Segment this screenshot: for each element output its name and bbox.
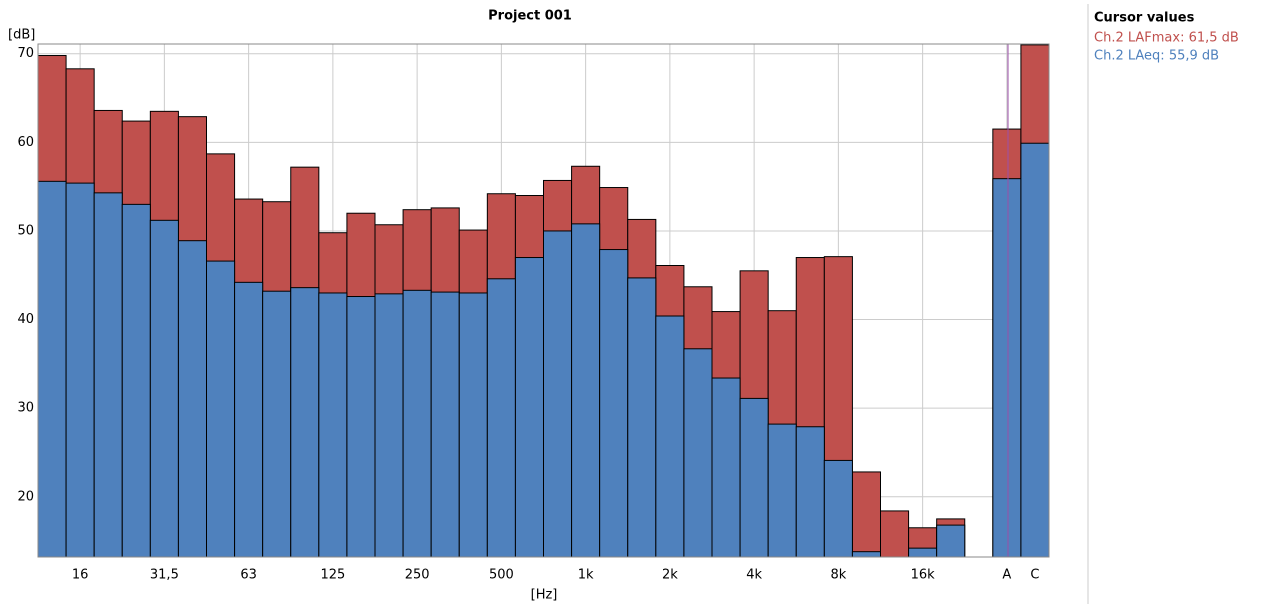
y-tick-label: 40 bbox=[17, 312, 34, 327]
bar bbox=[796, 427, 824, 559]
cursor-value: Ch.2 LAeq: 55,9 dB bbox=[1094, 49, 1219, 64]
bar bbox=[1021, 143, 1049, 559]
x-tick-label: C bbox=[1030, 568, 1039, 583]
x-tick-label: 2k bbox=[662, 568, 678, 583]
x-tick-label: A bbox=[1002, 568, 1011, 583]
cursor-title: Cursor values bbox=[1094, 11, 1195, 26]
bar bbox=[178, 241, 206, 559]
x-tick-label: 8k bbox=[830, 568, 846, 583]
x-tick-label: 500 bbox=[489, 568, 514, 583]
cursor-values: Ch.2 LAFmax: 61,5 dB Ch.2 LAeq: 55,9 dB bbox=[1094, 31, 1239, 64]
bar bbox=[824, 460, 852, 559]
bar bbox=[235, 282, 263, 559]
x-axis-label: [Hz] bbox=[531, 588, 558, 603]
bar bbox=[684, 349, 712, 559]
y-tick-label: 60 bbox=[17, 135, 34, 150]
bar bbox=[740, 398, 768, 559]
x-tick-label: 63 bbox=[240, 568, 257, 583]
bar bbox=[347, 297, 375, 559]
bar bbox=[768, 424, 796, 559]
x-tick-label: 125 bbox=[320, 568, 345, 583]
y-tick-label: 20 bbox=[17, 489, 34, 504]
bar bbox=[319, 293, 347, 559]
bar bbox=[852, 552, 880, 559]
bar bbox=[937, 525, 965, 559]
x-tick-label: 1k bbox=[578, 568, 594, 583]
y-axis-label: [dB] bbox=[8, 28, 35, 43]
chart-title: Project 001 bbox=[488, 9, 572, 24]
bar bbox=[291, 288, 319, 559]
y-tick-label: 50 bbox=[17, 223, 34, 238]
cursor-value: Ch.2 LAFmax: 61,5 dB bbox=[1094, 31, 1239, 46]
bar bbox=[712, 378, 740, 559]
bar bbox=[572, 224, 600, 559]
bar bbox=[544, 231, 572, 559]
bar bbox=[150, 220, 178, 559]
bars bbox=[38, 45, 1049, 559]
x-tick-label: 16 bbox=[72, 568, 89, 583]
bar bbox=[207, 261, 235, 559]
bar bbox=[38, 181, 66, 559]
x-tick-label: 4k bbox=[746, 568, 762, 583]
bar bbox=[403, 290, 431, 559]
x-tick-label: 31,5 bbox=[150, 568, 179, 583]
bar bbox=[881, 511, 909, 559]
bar bbox=[515, 258, 543, 559]
bar bbox=[122, 204, 150, 559]
bar bbox=[993, 179, 1021, 559]
bar bbox=[628, 278, 656, 559]
x-tick-label: 16k bbox=[911, 568, 936, 583]
bar bbox=[852, 472, 880, 559]
bar bbox=[94, 193, 122, 559]
y-tick-label: 70 bbox=[17, 46, 34, 61]
bar bbox=[459, 293, 487, 559]
bar bbox=[66, 183, 94, 559]
y-tick-label: 30 bbox=[17, 401, 34, 416]
bar bbox=[263, 291, 291, 559]
bar bbox=[487, 279, 515, 559]
bar bbox=[656, 316, 684, 559]
x-tick-label: 250 bbox=[405, 568, 430, 583]
bar bbox=[600, 250, 628, 559]
bar bbox=[431, 292, 459, 559]
bar bbox=[375, 294, 403, 559]
